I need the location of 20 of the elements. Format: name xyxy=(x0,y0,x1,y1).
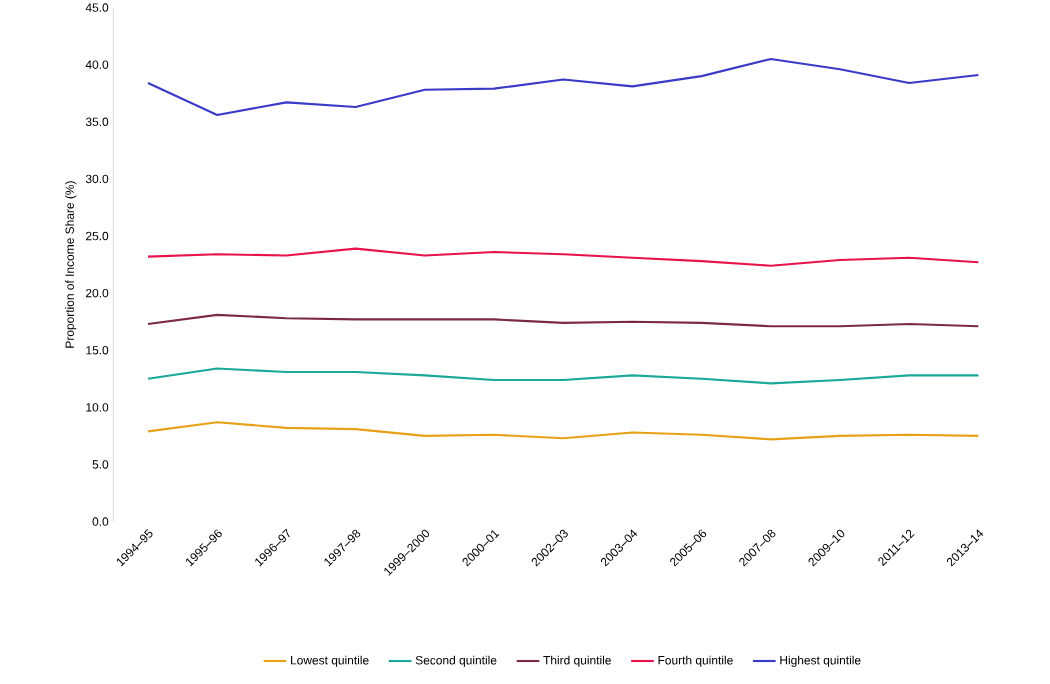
y-tick-label: 40.0 xyxy=(85,60,109,69)
y-tick-label: 45.0 xyxy=(85,3,109,12)
y-tick-label: 15.0 xyxy=(86,345,109,355)
line-series xyxy=(146,421,980,441)
legend-label: Highest quintile xyxy=(780,655,861,667)
y-tick-label: 35.0 xyxy=(85,117,109,126)
line-series xyxy=(146,247,980,267)
legend-label: Third quintile xyxy=(543,655,611,667)
y-tick-label: 20.0 xyxy=(86,288,109,298)
y-tick-label: 30.0 xyxy=(85,174,109,184)
legend-label: Fourth quintile xyxy=(658,655,733,667)
y-tick-label: 0.0 xyxy=(92,517,109,526)
line-series xyxy=(146,57,980,116)
legend-label: Lowest quintile xyxy=(291,655,369,667)
y-tick-label: 25.0 xyxy=(86,231,109,241)
line-series xyxy=(146,367,980,385)
y-tick-label: 5.0 xyxy=(92,460,109,469)
legend-label: Second quintile xyxy=(415,655,497,667)
y-tick-label: 10.0 xyxy=(86,403,109,412)
y-axis-title: Proportion of Income Share (%) xyxy=(65,181,77,348)
